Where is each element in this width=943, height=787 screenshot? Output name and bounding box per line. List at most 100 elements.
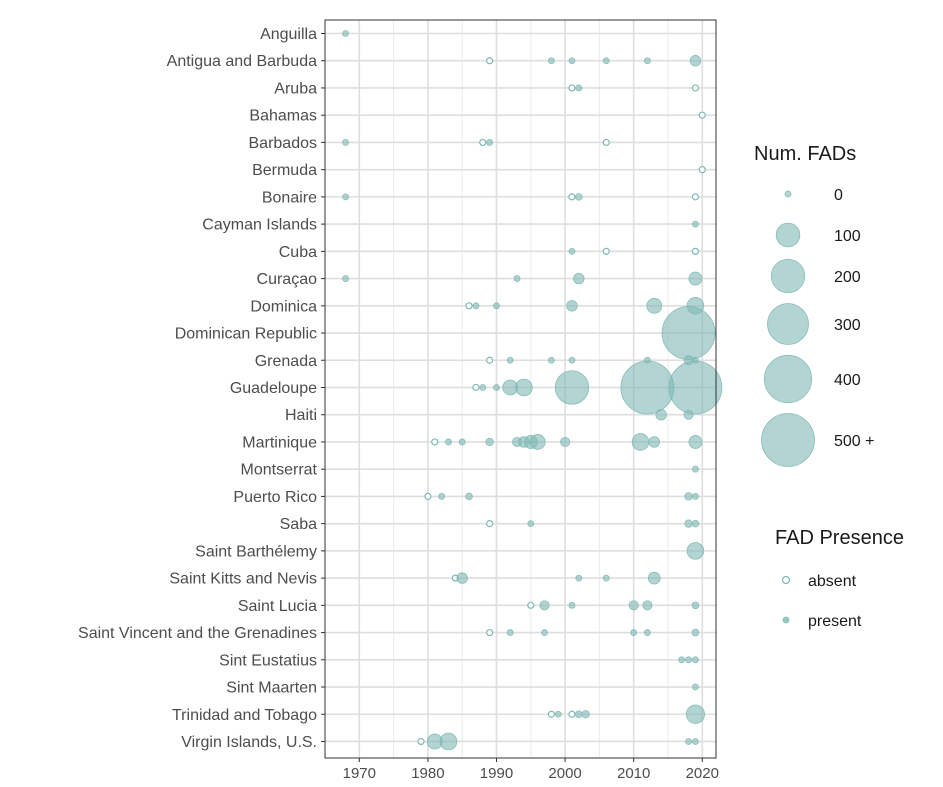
size-legend-key — [775, 222, 801, 248]
data-point-present — [575, 710, 583, 719]
data-point-present — [560, 436, 571, 447]
data-point-present — [465, 492, 473, 501]
y-tick-label: Bonaire — [262, 189, 317, 206]
data-point-present — [541, 629, 548, 636]
data-point-absent — [417, 737, 425, 746]
data-point-present — [529, 434, 546, 450]
y-tick-label: Sint Maarten — [226, 680, 317, 697]
presence-legend-key-present — [782, 616, 790, 624]
data-point-present — [506, 356, 514, 364]
x-tick-label: 2010 — [617, 765, 650, 782]
data-point-present — [575, 84, 583, 92]
data-point-absent — [472, 383, 480, 392]
data-point-present — [445, 438, 452, 446]
data-point-present — [685, 738, 692, 745]
y-tick-label: Sint Eustatius — [219, 652, 317, 669]
data-point-present — [342, 139, 349, 146]
y-tick-label: Saint Lucia — [238, 598, 317, 615]
data-point-present — [689, 55, 702, 67]
data-point-present — [575, 574, 583, 582]
data-point-present — [513, 275, 521, 282]
y-tick-label: Antigua and Barbuda — [167, 53, 317, 70]
data-point-absent — [431, 438, 439, 446]
data-point-present — [575, 193, 583, 201]
data-point-present — [602, 57, 610, 65]
data-point-present — [486, 139, 494, 146]
data-point-present — [581, 710, 590, 719]
y-tick-label: Saint Kitts and Nevis — [169, 571, 317, 588]
data-point-present — [688, 271, 703, 286]
data-point-present — [685, 704, 706, 724]
data-point-absent — [602, 138, 610, 147]
data-point-absent — [698, 166, 706, 174]
presence-legend: FAD Presence absent present — [775, 527, 904, 630]
data-point-present — [458, 438, 466, 446]
data-point-present — [438, 493, 446, 500]
size-legend-key — [763, 354, 813, 404]
data-point-absent — [486, 57, 494, 65]
data-point-absent — [568, 84, 576, 92]
y-tick-label: Montserrat — [241, 462, 318, 479]
size-legend-key — [767, 303, 809, 345]
y-tick-label: Saba — [280, 516, 317, 533]
size-legend-label: 300 — [834, 317, 861, 334]
data-point-present — [648, 436, 660, 448]
data-point-present — [685, 656, 692, 664]
data-point-present — [554, 370, 590, 405]
size-legend-key — [784, 190, 792, 198]
data-point-present — [668, 360, 723, 415]
x-tick-label: 2020 — [686, 765, 719, 782]
plot-area — [324, 19, 723, 759]
y-axis: Anguilla Antigua and Barbuda Aruba Bahamas B… — [78, 26, 325, 751]
data-point-absent — [698, 111, 706, 119]
data-point-present — [515, 378, 533, 397]
y-tick-label: Saint Vincent and the Grenadines — [78, 625, 317, 642]
data-point-present — [506, 629, 514, 636]
data-point-present — [655, 409, 667, 421]
data-point-present — [568, 247, 576, 255]
data-point-present — [691, 519, 700, 528]
presence-legend-key-absent — [781, 575, 791, 585]
data-point-absent — [547, 710, 555, 718]
y-tick-label: Barbados — [249, 135, 318, 152]
data-point-present — [493, 384, 500, 391]
data-point-present — [493, 302, 500, 310]
data-point-present — [688, 435, 703, 449]
x-tick-label: 2000 — [548, 765, 581, 782]
presence-legend-label: present — [808, 613, 862, 630]
data-point-present — [539, 600, 550, 611]
y-tick-label: Haiti — [285, 407, 317, 424]
data-point-present — [692, 738, 699, 745]
data-point-present — [439, 732, 458, 751]
data-point-absent — [691, 193, 700, 201]
data-point-present — [342, 30, 349, 37]
data-point-present — [691, 601, 700, 610]
data-point-absent — [424, 492, 432, 501]
y-tick-label: Virgin Islands, U.S. — [181, 734, 317, 751]
x-tick-label: 1980 — [411, 765, 444, 782]
data-point-present — [644, 57, 651, 65]
y-tick-label: Curaçao — [257, 271, 318, 288]
data-point-present — [692, 656, 699, 664]
data-point-present — [628, 600, 639, 611]
size-legend-label: 0 — [834, 187, 843, 204]
data-point-present — [568, 601, 576, 609]
data-point-absent — [465, 302, 473, 310]
data-point-present — [547, 57, 555, 65]
data-point-absent — [486, 520, 494, 528]
data-point-present — [684, 492, 693, 501]
y-tick-label: Puerto Rico — [233, 489, 317, 506]
data-point-absent — [486, 356, 494, 364]
y-tick-label: Anguilla — [260, 26, 317, 43]
y-tick-label: Saint Barthélemy — [195, 543, 317, 560]
x-tick-label: 1990 — [480, 765, 513, 782]
data-point-present — [472, 302, 480, 310]
data-point-present — [631, 433, 650, 451]
data-point-present — [642, 600, 653, 611]
data-point-absent — [486, 628, 494, 637]
data-point-present — [647, 571, 661, 585]
data-point-present — [456, 572, 468, 584]
data-point-present — [692, 465, 699, 473]
data-point-present — [630, 629, 638, 636]
data-point-present — [479, 384, 487, 391]
